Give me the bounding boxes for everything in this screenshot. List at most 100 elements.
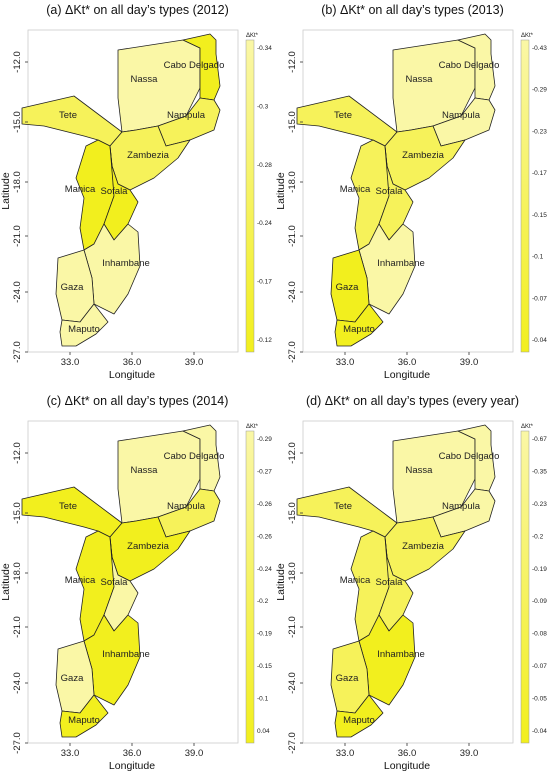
y-tick-label: -12.0 <box>287 51 298 73</box>
legend-title: ΔKt* <box>521 424 534 430</box>
y-tick-label: -27.0 <box>12 341 23 363</box>
map-svg: Nassa Cabo Delgado Nampula Tete Zambezia Mani… <box>275 420 547 772</box>
province-label: Inhambane <box>377 258 425 269</box>
x-tick-label: 33.0 <box>61 748 80 759</box>
legend-value: -0.23 <box>532 128 547 135</box>
province-label: Cabo Delgado <box>164 451 225 462</box>
province-maputo <box>334 303 384 347</box>
y-tick-label: -15.0 <box>287 111 298 133</box>
legend-value: -0.08 <box>532 631 547 638</box>
legend-value: -0.07 <box>532 295 547 302</box>
legend-value: -0.12 <box>257 337 272 344</box>
province-maputo <box>59 303 109 347</box>
y-tick-label: -15.0 <box>12 502 23 524</box>
legend-value: -0.23 <box>532 501 547 508</box>
province-label: Tete <box>59 501 77 512</box>
y-tick-label: -24.0 <box>12 281 23 303</box>
province-cabo-delgado <box>457 424 496 492</box>
y-tick-label: -21.0 <box>12 225 23 247</box>
x-tick-label: 39.0 <box>185 748 204 759</box>
y-tick-label: -12.0 <box>12 51 23 73</box>
legend-value: 0.04 <box>257 728 270 735</box>
province-label: Inhambane <box>102 258 150 269</box>
legend-value: -0.15 <box>257 663 272 670</box>
x-axis-label: Longitude <box>384 369 430 381</box>
province-sofala <box>103 536 139 632</box>
y-tick-label: -15.0 <box>12 111 23 133</box>
y-tick-label: -21.0 <box>287 616 298 638</box>
x-tick-label: 36.0 <box>123 357 142 368</box>
province-cabo-delgado <box>182 424 221 492</box>
province-label: Gaza <box>336 673 359 684</box>
province-label: Nampula <box>167 501 206 512</box>
map-svg: Nassa Cabo Delgado Nampula Tete Zambezia Mani… <box>0 29 272 381</box>
x-tick-label: 36.0 <box>398 357 417 368</box>
province-label: Tete <box>334 501 352 512</box>
legend-value: -0.19 <box>532 566 547 573</box>
panel-title: (d) ΔKt* on all day’s types (every year) <box>305 394 520 408</box>
legend-title: ΔKt* <box>246 424 259 430</box>
legend-title: ΔKt* <box>246 33 259 39</box>
x-tick-label: 39.0 <box>185 357 204 368</box>
legend-colorbar <box>245 430 255 744</box>
province-label: Nampula <box>167 110 206 121</box>
province-inhambane <box>358 223 416 315</box>
plot-frame <box>27 420 239 744</box>
legend-value: -0.34 <box>257 45 272 52</box>
province-label: Nampula <box>442 501 481 512</box>
legend-value: -0.1 <box>532 254 544 261</box>
province-label: Manica <box>65 575 96 586</box>
legend-value: -0.2 <box>532 533 544 540</box>
legend-value: -0.09 <box>532 598 547 605</box>
legend-value: -0.24 <box>257 566 272 573</box>
province-label: Sofala <box>376 577 404 588</box>
province-label: Sofala <box>376 186 404 197</box>
province-tete <box>21 486 123 538</box>
province-inhambane <box>358 614 416 706</box>
y-axis-label: Latitude <box>275 563 287 601</box>
legend-value: -0.17 <box>532 170 547 177</box>
province-label: Zambezia <box>127 541 169 552</box>
x-axis-label: Longitude <box>109 369 155 381</box>
legend-value: -0.67 <box>532 436 547 443</box>
province-inhambane <box>83 223 141 315</box>
province-tete <box>296 95 398 147</box>
province-label: Sofala <box>101 186 129 197</box>
map-panel: (d) ΔKt* on all day’s types (every year)… <box>275 391 550 782</box>
province-cabo-delgado <box>457 33 496 101</box>
province-sofala <box>378 536 414 632</box>
province-tete <box>296 486 398 538</box>
province-label: Gaza <box>61 282 84 293</box>
province-label: Sofala <box>101 577 129 588</box>
map-panel: (c) ΔKt* on all day’s types (2014) Nassa C… <box>0 391 275 782</box>
map-panel: (a) ΔKt* on all day’s types (2012) Nassa C… <box>0 0 275 391</box>
y-tick-label: -12.0 <box>287 442 298 464</box>
province-label: Zambezia <box>402 541 444 552</box>
legend-value: -0.26 <box>257 533 272 540</box>
legend-title: ΔKt* <box>521 33 534 39</box>
province-label: Manica <box>65 184 96 195</box>
y-tick-label: -27.0 <box>12 732 23 754</box>
y-tick-label: -24.0 <box>287 281 298 303</box>
province-label: Nassa <box>131 465 159 476</box>
y-tick-label: -12.0 <box>12 442 23 464</box>
legend-value: -0.29 <box>532 87 547 94</box>
x-tick-label: 33.0 <box>61 357 80 368</box>
legend-value: -0.3 <box>257 103 269 110</box>
legend-value: -0.04 <box>532 728 547 735</box>
x-tick-label: 33.0 <box>336 748 355 759</box>
legend-value: -0.17 <box>257 279 272 286</box>
y-tick-label: -15.0 <box>287 502 298 524</box>
y-axis-label: Latitude <box>0 563 12 601</box>
y-tick-label: -27.0 <box>287 732 298 754</box>
province-label: Maputo <box>68 715 100 726</box>
province-label: Tete <box>59 110 77 121</box>
plot-frame <box>302 29 514 353</box>
province-label: Nampula <box>442 110 481 121</box>
province-label: Nassa <box>406 74 434 85</box>
province-sofala <box>378 145 414 241</box>
y-tick-label: -24.0 <box>287 672 298 694</box>
x-tick-label: 36.0 <box>398 748 417 759</box>
province-maputo <box>334 694 384 738</box>
y-tick-label: -21.0 <box>12 616 23 638</box>
